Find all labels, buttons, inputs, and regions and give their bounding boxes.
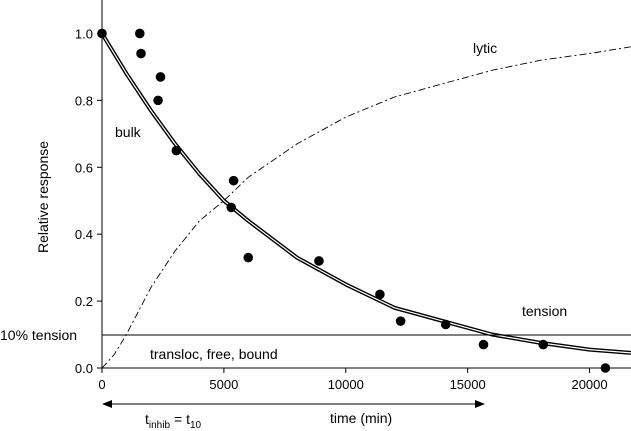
data-point-8 [243,252,254,263]
x-tick-label-4: 20000 [571,377,607,392]
x-tick-label-1: 5000 [209,377,238,392]
y-tick-label-0: 0.0 [75,361,93,376]
t10-sub: 10 [190,420,202,431]
data-point-1 [134,28,145,39]
label-lytic: lytic [473,40,497,56]
data-point-5 [171,145,182,156]
data-point-3 [153,95,163,106]
lytic-curve [101,46,631,369]
data-point-14 [538,339,549,350]
t-inhib-main: t [145,411,149,427]
t-inhib-arrowhead-left [102,400,112,408]
bulk-curve-inner [101,33,631,354]
axes: 0 5000 10000 15000 20000 0.0 0.2 0.4 0.6 0.8 1.0 [75,0,631,392]
t-inhib-arrowhead-right [475,400,485,408]
y-tick-label-1: 0.2 [75,294,93,309]
t-inhib-sub: inhib [149,420,171,431]
x-axis-title: time (min) [330,410,392,426]
t-inhib-label: tinhib = t10 [145,411,202,431]
label-bulk: bulk [115,124,142,140]
x-tick-label-3: 15000 [450,377,486,392]
x-tick-label-0: 0 [98,377,105,392]
data-point-4 [155,72,166,82]
y-tick-label-2: 0.4 [75,227,93,242]
label-transloc: transloc, free, bound [150,346,278,362]
data-point-12 [440,319,451,330]
t10-main: = t [174,411,190,427]
plot-area [97,28,631,373]
data-point-11 [395,316,406,326]
data-point-7 [228,175,239,186]
y-tick-label-5: 1.0 [75,26,93,41]
data-point-10 [375,289,385,300]
label-10pct-tension: 10% tension [0,327,77,343]
x-tick-label-2: 10000 [328,377,364,392]
t-inhib-arrow [102,400,485,408]
label-tension: tension [522,303,567,319]
y-tick-label-4: 0.8 [75,93,93,108]
y-tick-label-3: 0.6 [75,160,93,175]
y-axis-title: Relative response [35,141,51,253]
data-point-9 [314,256,324,266]
data-points [97,28,611,373]
data-point-13 [478,339,489,350]
y-ticks: 0.0 0.2 0.4 0.6 0.8 1.0 [75,26,102,376]
x-ticks: 0 5000 10000 15000 20000 [98,368,608,392]
data-point-2 [136,48,146,59]
data-point-6 [226,202,237,213]
